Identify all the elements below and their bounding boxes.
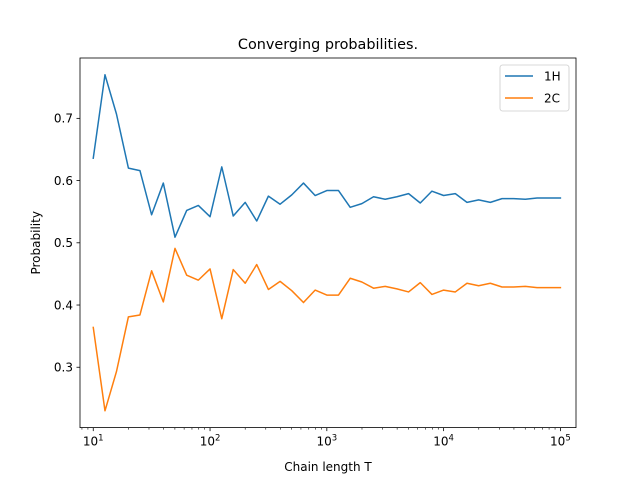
plot-lines bbox=[92, 74, 562, 412]
x-axis-label: Chain length T bbox=[284, 460, 372, 474]
legend: 1H 2C bbox=[499, 64, 570, 112]
y-axis: 0.3 0.4 0.5 0.6 0.7 bbox=[54, 112, 80, 375]
chart-title: Converging probabilities. bbox=[238, 37, 418, 53]
x-tick-label: 101 bbox=[83, 434, 104, 449]
x-tick-label: 102 bbox=[200, 434, 221, 449]
x-tick-label: 103 bbox=[316, 434, 337, 449]
y-tick-label: 0.3 bbox=[54, 361, 73, 375]
y-axis-label: Probability bbox=[29, 211, 43, 274]
series-line-2c bbox=[92, 247, 562, 412]
y-tick-label: 0.4 bbox=[54, 298, 73, 312]
y-tick-label: 0.5 bbox=[54, 236, 73, 250]
x-tick-label: 105 bbox=[550, 434, 571, 449]
x-tick-label: 104 bbox=[433, 434, 454, 449]
legend-label-1h: 1H bbox=[544, 69, 561, 83]
series-line-1h bbox=[92, 74, 562, 238]
legend-label-2c: 2C bbox=[544, 91, 560, 105]
y-tick-label: 0.7 bbox=[54, 112, 73, 126]
y-tick-label: 0.6 bbox=[54, 174, 73, 188]
x-axis: 101 102 103 104 105 bbox=[81, 427, 571, 449]
